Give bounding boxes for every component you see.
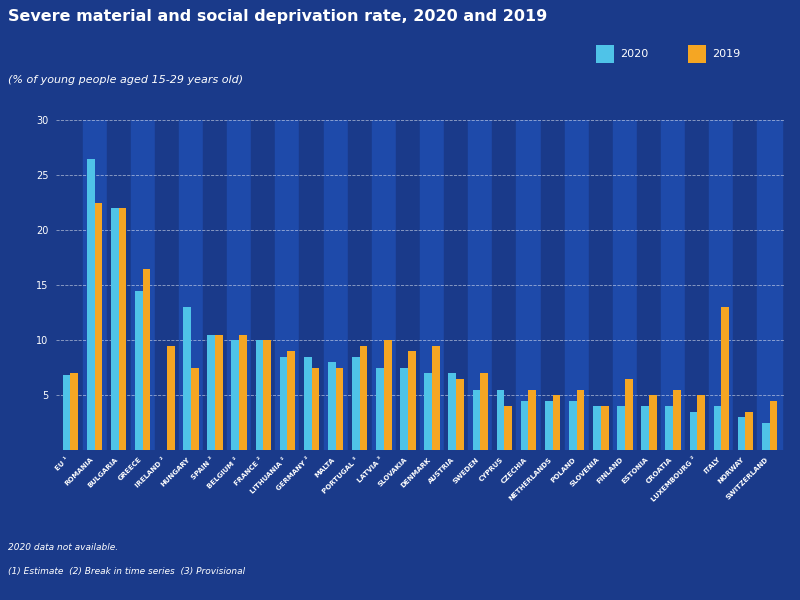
Bar: [304, 356, 311, 450]
Bar: [299, 120, 323, 450]
Bar: [179, 120, 203, 450]
Bar: [649, 395, 657, 450]
Bar: [348, 120, 372, 450]
Bar: [231, 340, 239, 450]
Bar: [698, 395, 705, 450]
Bar: [336, 367, 343, 450]
Bar: [569, 401, 577, 450]
Bar: [625, 379, 633, 450]
Bar: [70, 373, 78, 450]
Bar: [311, 367, 319, 450]
Bar: [601, 406, 609, 450]
Bar: [504, 406, 512, 450]
Bar: [118, 208, 126, 450]
Bar: [492, 120, 517, 450]
Bar: [203, 120, 227, 450]
Bar: [420, 120, 444, 450]
Bar: [155, 120, 179, 450]
Bar: [372, 120, 396, 450]
Bar: [758, 120, 782, 450]
Bar: [191, 367, 198, 450]
Bar: [666, 406, 673, 450]
Bar: [762, 422, 770, 450]
Bar: [94, 202, 102, 450]
Bar: [287, 351, 295, 450]
Bar: [183, 307, 191, 450]
Bar: [710, 120, 734, 450]
Bar: [593, 406, 601, 450]
Bar: [280, 356, 287, 450]
Bar: [360, 346, 367, 450]
Bar: [444, 120, 468, 450]
Bar: [82, 120, 106, 450]
Bar: [517, 120, 541, 450]
Bar: [553, 395, 560, 450]
Bar: [215, 335, 223, 450]
Bar: [541, 120, 565, 450]
Bar: [135, 290, 142, 450]
Bar: [497, 389, 504, 450]
Text: 2020 data not available.: 2020 data not available.: [8, 543, 118, 552]
Bar: [714, 406, 722, 450]
Bar: [328, 362, 336, 450]
Bar: [207, 335, 215, 450]
Bar: [577, 389, 585, 450]
Bar: [239, 335, 247, 450]
Bar: [529, 389, 536, 450]
Bar: [685, 120, 710, 450]
Bar: [738, 417, 746, 450]
Bar: [589, 120, 613, 450]
Bar: [424, 373, 432, 450]
Bar: [642, 406, 649, 450]
Bar: [432, 346, 440, 450]
Text: Severe material and social deprivation rate, 2020 and 2019: Severe material and social deprivation r…: [8, 9, 547, 24]
Bar: [722, 307, 729, 450]
Bar: [396, 120, 420, 450]
Bar: [263, 340, 271, 450]
Bar: [167, 346, 174, 450]
Bar: [673, 389, 681, 450]
Bar: [275, 120, 299, 450]
Bar: [130, 120, 155, 450]
Bar: [661, 120, 685, 450]
Text: 2020: 2020: [620, 49, 648, 59]
Bar: [384, 340, 391, 450]
Bar: [106, 120, 130, 450]
Bar: [58, 120, 82, 450]
Bar: [746, 412, 753, 450]
Bar: [87, 158, 94, 450]
Bar: [111, 208, 118, 450]
Bar: [521, 401, 529, 450]
Bar: [62, 375, 70, 450]
Bar: [456, 379, 464, 450]
Bar: [400, 367, 408, 450]
Bar: [449, 373, 456, 450]
Bar: [734, 120, 758, 450]
Bar: [565, 120, 589, 450]
Bar: [352, 356, 360, 450]
Bar: [323, 120, 348, 450]
Text: (1) Estimate  (2) Break in time series  (3) Provisional: (1) Estimate (2) Break in time series (3…: [8, 567, 245, 576]
Bar: [473, 389, 480, 450]
Bar: [142, 269, 150, 450]
Bar: [770, 401, 778, 450]
Bar: [376, 367, 384, 450]
Bar: [255, 340, 263, 450]
Bar: [408, 351, 416, 450]
Text: (% of young people aged 15-29 years old): (% of young people aged 15-29 years old): [8, 75, 243, 85]
Bar: [690, 412, 698, 450]
Bar: [480, 373, 488, 450]
Text: 2019: 2019: [712, 49, 740, 59]
Bar: [227, 120, 251, 450]
Bar: [468, 120, 492, 450]
Bar: [251, 120, 275, 450]
Bar: [545, 401, 553, 450]
Bar: [613, 120, 637, 450]
Bar: [637, 120, 661, 450]
Bar: [617, 406, 625, 450]
